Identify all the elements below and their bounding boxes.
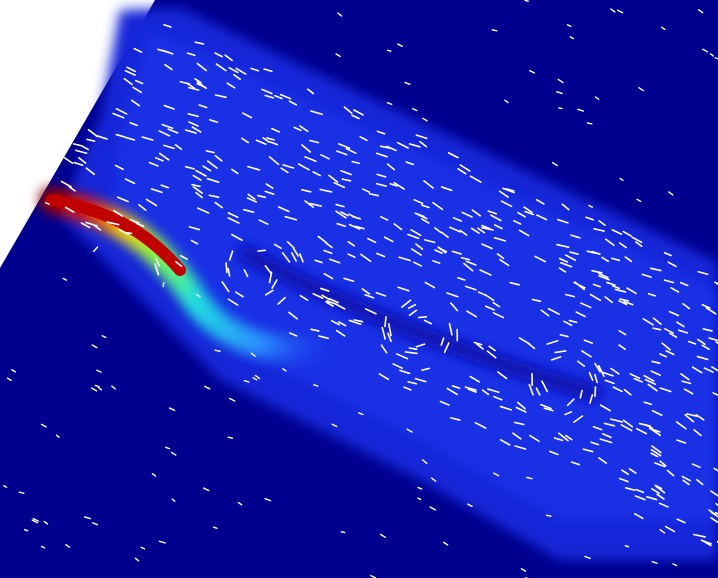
velocity-arrow [226,263,227,272]
velocity-arrow [385,317,386,327]
velocity-arrow [525,0,528,1]
velocity-arrow [258,250,265,251]
velocity-arrow [163,283,164,287]
velocity-arrow [25,530,28,531]
velocity-arrow [587,123,591,124]
flow-visualization [0,0,718,578]
velocity-arrow [124,233,131,234]
velocity-arrow [419,317,427,318]
velocity-arrow [625,546,628,547]
velocity-arrow [228,437,232,438]
page: {} (() => { const g = document.getElemen… [0,0,718,578]
velocity-arrow [388,50,391,51]
velocity-arrow [341,532,344,533]
velocity-arrow [559,108,562,109]
velocity-arrow [547,515,551,516]
